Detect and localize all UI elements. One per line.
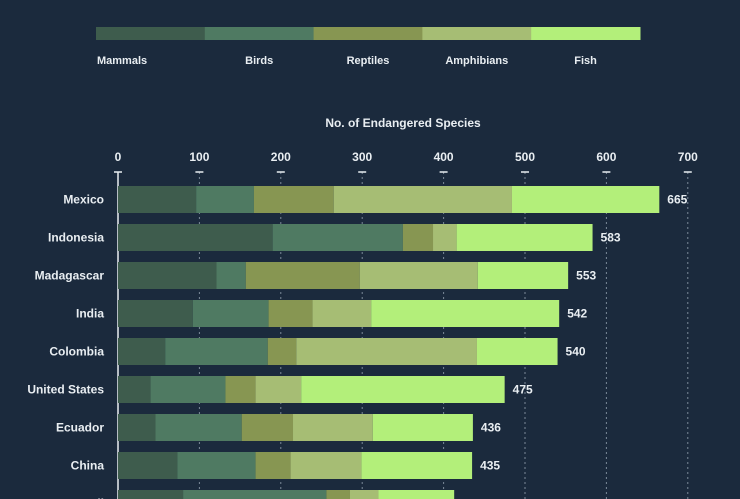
bar-united-states-fish	[301, 376, 505, 403]
x-axis-title: No. of Endangered Species	[325, 116, 481, 130]
bar-madagascar-mammals	[118, 262, 217, 289]
bar-brazil-fish	[378, 490, 455, 499]
bars	[118, 186, 660, 499]
bar-united-states-birds	[150, 376, 226, 403]
bar-brazil-mammals	[118, 490, 184, 499]
total-label: 542	[567, 307, 587, 321]
category-label: Brazil	[71, 497, 104, 499]
bar-china-reptiles	[255, 452, 291, 479]
bar-brazil-amphibians	[349, 490, 379, 499]
bar-india-fish	[371, 300, 560, 327]
legend-swatch-mammals	[96, 27, 206, 40]
bar-china-birds	[177, 452, 256, 479]
tick-label: 0	[115, 150, 122, 164]
legend-swatch-reptiles	[313, 27, 423, 40]
total-label: 665	[667, 193, 687, 207]
bar-china-amphibians	[290, 452, 362, 479]
bar-colombia-amphibians	[296, 338, 477, 365]
bar-indonesia-reptiles	[402, 224, 434, 251]
legend-label-mammals: Mammals	[97, 55, 147, 67]
bar-mexico-fish	[511, 186, 660, 213]
gridlines	[198, 172, 689, 499]
tick-label: 100	[189, 150, 209, 164]
legend-swatch-amphibians	[422, 27, 532, 40]
bar-colombia-reptiles	[267, 338, 297, 365]
bar-ecuador-reptiles	[241, 414, 294, 441]
legend-swatch-birds	[204, 27, 315, 40]
category-label: Ecuador	[56, 421, 104, 435]
y-axis-labels: Mexico Indonesia Madagascar India Colombia Un…	[27, 193, 104, 499]
bar-mexico-birds	[196, 186, 254, 213]
bar-china-mammals	[118, 452, 178, 479]
bar-mexico-mammals	[118, 186, 197, 213]
category-label: China	[71, 459, 105, 473]
bar-indonesia-fish	[456, 224, 593, 251]
legend-swatch-fish	[531, 27, 641, 40]
bar-brazil-birds	[183, 490, 327, 499]
bar-colombia-birds	[165, 338, 268, 365]
bar-india-reptiles	[268, 300, 313, 327]
bar-brazil-reptiles	[326, 490, 350, 499]
bar-indonesia-mammals	[118, 224, 273, 251]
total-label: 413	[462, 497, 482, 499]
legend-label-birds: Birds	[245, 55, 273, 67]
category-label: Indonesia	[48, 231, 104, 245]
bar-ecuador-fish	[372, 414, 473, 441]
total-label: 540	[566, 345, 586, 359]
category-label: United States	[27, 383, 104, 397]
bar-ecuador-amphibians	[293, 414, 373, 441]
total-label: 583	[601, 231, 621, 245]
bar-mexico-reptiles	[253, 186, 334, 213]
tick-label: 700	[678, 150, 698, 164]
legend: Mammals Birds Reptiles Amphibians Fish	[96, 27, 641, 67]
bar-colombia-fish	[476, 338, 558, 365]
bar-united-states-mammals	[118, 376, 151, 403]
bar-ecuador-birds	[155, 414, 242, 441]
bar-united-states-reptiles	[225, 376, 256, 403]
legend-label-reptiles: Reptiles	[347, 55, 390, 67]
total-label: 435	[480, 459, 500, 473]
bar-madagascar-fish	[477, 262, 569, 289]
bar-china-fish	[361, 452, 473, 479]
category-label: India	[76, 307, 104, 321]
legend-label-fish: Fish	[574, 55, 597, 67]
tick-label: 200	[271, 150, 291, 164]
total-labels: 665 583 553 542 540 475 436 435 413	[462, 193, 687, 499]
bar-united-states-amphibians	[255, 376, 302, 403]
legend-label-amphibians: Amphibians	[445, 55, 508, 67]
bar-india-amphibians	[312, 300, 372, 327]
tick-label: 400	[434, 150, 454, 164]
bar-indonesia-amphibians	[433, 224, 457, 251]
category-label: Mexico	[63, 193, 104, 207]
bar-colombia-mammals	[118, 338, 166, 365]
bar-ecuador-mammals	[118, 414, 156, 441]
bar-indonesia-birds	[272, 224, 403, 251]
bar-mexico-amphibians	[333, 186, 512, 213]
tick-label: 600	[596, 150, 616, 164]
tick-label: 300	[352, 150, 372, 164]
bar-india-mammals	[118, 300, 193, 327]
total-label: 436	[481, 421, 501, 435]
category-label: Colombia	[49, 345, 104, 359]
bar-madagascar-birds	[216, 262, 246, 289]
tick-label: 500	[515, 150, 535, 164]
bar-india-birds	[192, 300, 269, 327]
category-label: Madagascar	[35, 269, 105, 283]
total-label: 475	[513, 383, 533, 397]
bar-madagascar-reptiles	[245, 262, 360, 289]
total-label: 553	[576, 269, 596, 283]
bar-madagascar-amphibians	[359, 262, 478, 289]
